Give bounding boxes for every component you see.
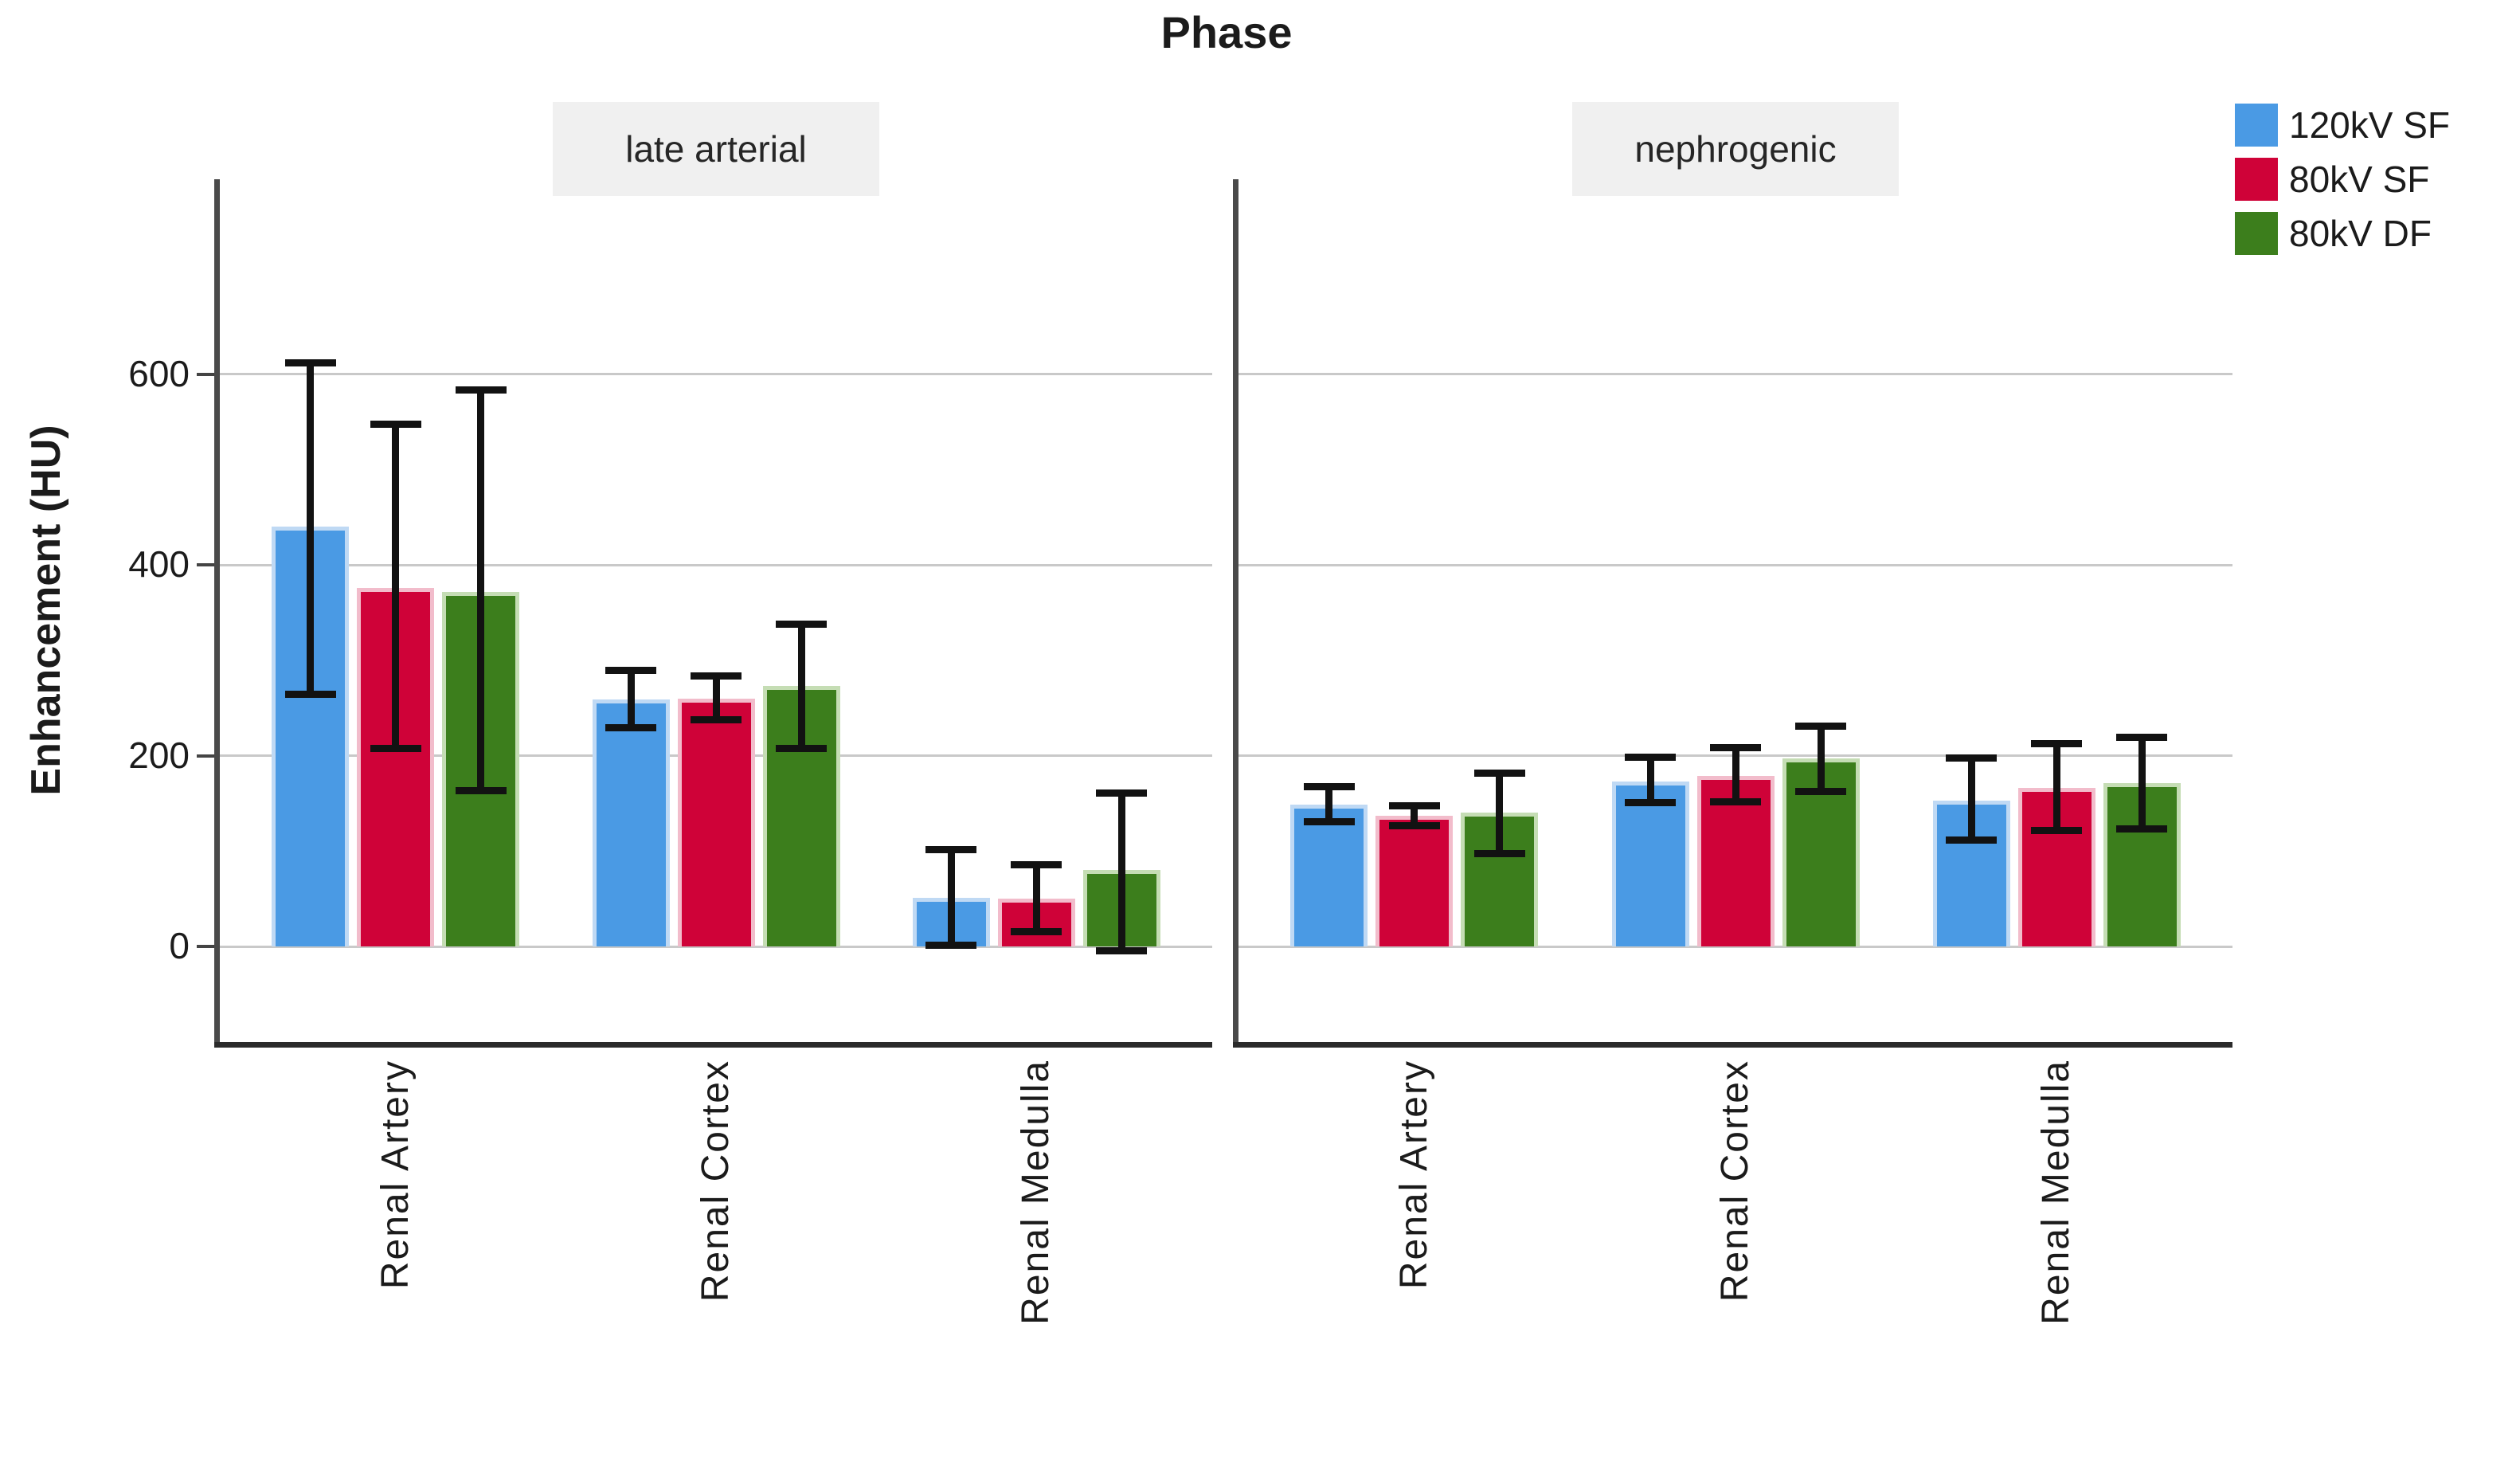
error-cap-bottom <box>1388 821 1440 829</box>
y-axis-spine <box>214 179 220 1048</box>
facet-strip-nephrogenic: nephrogenic <box>1572 102 1899 196</box>
error-cap-top <box>691 672 742 680</box>
gridline-y400 <box>1238 563 2232 566</box>
error-cap-bottom <box>925 941 977 949</box>
gridline-y600 <box>1238 373 2232 375</box>
bar-120kv-sf-renal-cortex <box>592 699 670 946</box>
y-tick-label-200: 200 <box>128 734 190 776</box>
x-axis-spine <box>214 1042 1212 1048</box>
facet-strip-late-arterial: late arterial <box>553 102 879 196</box>
x-category-label-renal-medulla: Renal Medulla <box>1015 1060 1058 1325</box>
error-cap-top <box>605 666 656 674</box>
error-cap-top <box>370 420 421 428</box>
error-bar-80kv-df-renal-artery <box>477 389 485 790</box>
x-axis-spine <box>1233 1042 2232 1048</box>
y-tick-label-600: 600 <box>128 352 190 394</box>
error-bar-120kv-sf-renal-medulla <box>1967 757 1975 840</box>
x-category-label-renal-artery: Renal Artery <box>374 1060 417 1290</box>
error-cap-bottom <box>1795 787 1846 795</box>
error-cap-bottom <box>370 744 421 752</box>
error-cap-top <box>1303 782 1355 790</box>
error-cap-top <box>1946 754 1998 762</box>
x-category-label-renal-cortex: Renal Cortex <box>1714 1060 1756 1303</box>
bar-120kv-sf-renal-artery <box>1290 804 1368 946</box>
error-bar-120kv-sf-renal-artery <box>1325 786 1333 822</box>
error-cap-bottom <box>2031 826 2083 834</box>
y-tick-200 <box>197 754 214 758</box>
error-bar-120kv-sf-renal-artery <box>307 362 315 694</box>
error-bar-80kv-df-renal-artery <box>1496 773 1504 853</box>
y-tick-600 <box>197 372 214 376</box>
legend-label-80kv-df: 80kV DF <box>2289 213 2432 254</box>
gridline-y0 <box>1238 945 2232 948</box>
error-cap-bottom <box>1096 946 1148 954</box>
error-cap-bottom <box>1473 849 1525 857</box>
legend-swatch-80kv-df <box>2235 212 2278 255</box>
bar-120kv-sf-renal-cortex <box>1611 781 1689 946</box>
gridline-y400 <box>220 563 1212 566</box>
error-bar-80kv-df-renal-medulla <box>2138 736 2146 829</box>
error-cap-top <box>776 621 827 629</box>
error-cap-top <box>925 845 977 853</box>
error-cap-bottom <box>776 744 827 752</box>
chart-title: Phase <box>1160 7 1293 57</box>
error-cap-top <box>1096 789 1148 797</box>
error-bar-120kv-sf-renal-cortex <box>1646 756 1654 803</box>
error-cap-bottom <box>2116 825 2168 833</box>
x-category-label-renal-artery: Renal Artery <box>1392 1060 1435 1290</box>
error-bar-80kv-sf-renal-medulla <box>1032 864 1040 931</box>
error-bar-80kv-sf-renal-cortex <box>1732 746 1739 801</box>
error-cap-top <box>1795 723 1846 731</box>
error-bar-80kv-sf-renal-artery <box>1411 805 1418 825</box>
error-bar-80kv-sf-renal-cortex <box>712 675 720 719</box>
error-cap-top <box>284 359 336 367</box>
error-cap-top <box>1625 753 1676 761</box>
error-cap-bottom <box>1946 836 1998 844</box>
error-cap-top <box>2116 733 2168 741</box>
legend-label-80kv-sf: 80kV SF <box>2289 159 2430 200</box>
error-cap-bottom <box>691 715 742 723</box>
y-axis-spine <box>1233 179 1238 1048</box>
y-tick-400 <box>197 563 214 566</box>
x-category-label-renal-cortex: Renal Cortex <box>695 1060 737 1303</box>
bar-80kv-sf-renal-cortex <box>677 698 755 946</box>
bar-120kv-sf-renal-medulla <box>1932 800 2010 946</box>
error-cap-bottom <box>1303 818 1355 826</box>
gridline-y0 <box>220 945 1212 948</box>
error-bar-80kv-sf-renal-artery <box>392 423 400 748</box>
legend-swatch-120kv-sf <box>2235 104 2278 147</box>
error-cap-bottom <box>455 786 507 794</box>
gridline-y600 <box>220 373 1212 375</box>
error-bar-80kv-df-renal-medulla <box>1117 793 1125 950</box>
error-cap-bottom <box>1710 797 1761 805</box>
error-cap-bottom <box>1625 799 1676 807</box>
error-cap-top <box>1011 861 1062 868</box>
error-cap-bottom <box>284 690 336 698</box>
error-cap-top <box>1473 770 1525 778</box>
legend-label-120kv-sf: 120kV SF <box>2289 104 2450 146</box>
error-cap-top <box>2031 739 2083 747</box>
error-bar-80kv-df-renal-cortex <box>1817 726 1825 791</box>
error-cap-top <box>1388 801 1440 809</box>
y-tick-label-0: 0 <box>169 925 190 966</box>
error-bar-120kv-sf-renal-medulla <box>947 848 955 945</box>
error-bar-80kv-sf-renal-medulla <box>2052 742 2060 830</box>
y-tick-label-400: 400 <box>128 543 190 585</box>
x-category-label-renal-medulla: Renal Medulla <box>2035 1060 2078 1325</box>
error-cap-top <box>455 386 507 394</box>
error-cap-top <box>1710 743 1761 751</box>
error-cap-bottom <box>1011 927 1062 935</box>
legend-swatch-80kv-sf <box>2235 158 2278 201</box>
error-cap-bottom <box>605 723 656 731</box>
bar-80kv-sf-renal-artery <box>1375 815 1454 946</box>
y-tick-0 <box>197 945 214 948</box>
error-bar-80kv-df-renal-cortex <box>797 624 805 748</box>
error-bar-120kv-sf-renal-cortex <box>627 669 635 727</box>
